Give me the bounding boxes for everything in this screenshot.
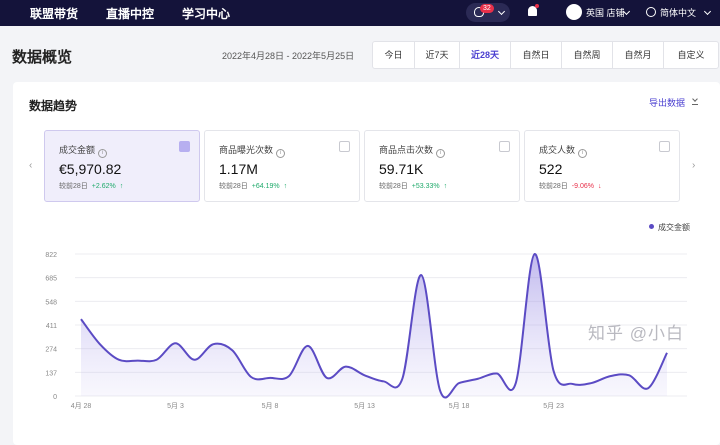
y-tick-label: 548 (45, 299, 57, 306)
download-icon[interactable] (692, 97, 698, 105)
y-axis: 0 137 274 411 548 685 822 (45, 252, 57, 401)
metric-checkbox[interactable] (659, 141, 670, 152)
y-tick-label: 137 (45, 370, 57, 377)
metric-change: +53.33% (411, 183, 440, 190)
metric-label: 商品曝光次数 i (219, 143, 286, 158)
tab-natural-month[interactable]: 自然月 (613, 42, 664, 68)
chevron-down-icon (497, 7, 506, 16)
metric-card-impressions[interactable]: 商品曝光次数 i 1.17M 较前28日 +64.19% ↑ (204, 130, 360, 202)
metric-compare: 较前28日 +64.19% ↑ (219, 183, 288, 190)
metric-value: €5,970.82 (59, 161, 122, 177)
arrow-up-icon: ↑ (119, 183, 124, 190)
x-tick-label: 5月 18 (449, 402, 470, 410)
globe-icon (646, 7, 656, 17)
tab-last-7-days[interactable]: 近7天 (415, 42, 460, 68)
x-tick-label: 4月 28 (71, 402, 92, 410)
series-line (80, 252, 668, 399)
top-nav: 联盟带货 直播中控 学习中心 32 英国 店铺 简体中文 (0, 0, 720, 26)
nav-item-learning-center[interactable]: 学习中心 (182, 6, 231, 21)
x-tick-label: 5月 13 (354, 402, 375, 410)
tab-last-28-days[interactable]: 近28天 (460, 42, 511, 68)
tab-natural-day[interactable]: 自然日 (511, 42, 562, 68)
metric-value: 522 (539, 161, 563, 177)
metric-change: -9.06% (571, 183, 594, 190)
info-icon[interactable]: i (276, 149, 286, 158)
range-tabs: 今日 近7天 近28天 自然日 自然周 自然月 自定义 (372, 41, 719, 69)
chart-legend[interactable]: 成交金额 (649, 222, 690, 233)
metric-cards: 成交金额 i €5,970.82 较前28日 +2.62% ↑ 商品曝光次数 i 1.1… (44, 130, 684, 202)
info-icon[interactable]: i (436, 149, 446, 158)
card-title: 数据趋势 (29, 99, 78, 113)
avatar[interactable] (566, 4, 582, 20)
notification-badge: 32 (480, 4, 494, 13)
arrow-up-icon: ↑ (443, 183, 448, 190)
chevron-left-icon[interactable]: ‹ (29, 160, 33, 171)
metric-value: 1.17M (219, 161, 258, 177)
legend-swatch (649, 224, 654, 229)
metric-compare: 较前28日 +53.33% ↑ (379, 183, 448, 190)
y-tick-label: 685 (45, 276, 57, 283)
metric-checkbox[interactable] (499, 141, 510, 152)
nav-item-affiliate[interactable]: 联盟带货 (30, 6, 79, 21)
x-tick-label: 5月 8 (262, 402, 279, 410)
x-tick-label: 5月 23 (543, 402, 564, 410)
bell-icon[interactable] (528, 6, 537, 16)
support-menu[interactable]: 32 (466, 3, 510, 22)
unread-dot (535, 4, 539, 8)
info-icon[interactable]: i (578, 149, 588, 158)
tab-natural-week[interactable]: 自然周 (562, 42, 613, 68)
y-tick-label: 274 (45, 347, 57, 354)
tab-today[interactable]: 今日 (373, 42, 415, 68)
arrow-down-icon: ↓ (597, 183, 602, 190)
metric-change: +64.19% (251, 183, 280, 190)
store-name[interactable]: 英国 店铺 (586, 8, 625, 18)
export-button[interactable]: 导出数据 (649, 98, 686, 108)
y-tick-label: 0 (53, 394, 57, 401)
trend-chart: 0 137 274 411 548 685 822 4月 28 5月 3 5月 8 5月 13 5月… (45, 252, 687, 410)
chevron-right-icon[interactable]: › (692, 160, 696, 171)
series-area (81, 253, 667, 398)
metric-label: 商品点击次数 i (379, 143, 446, 158)
metric-value: 59.71K (379, 161, 424, 177)
x-axis: 4月 28 5月 3 5月 8 5月 13 5月 18 5月 23 (71, 402, 564, 410)
metric-card-buyers[interactable]: 成交人数 i 522 较前28日 -9.06% ↓ (524, 130, 680, 202)
info-icon[interactable]: i (98, 149, 108, 158)
y-tick-label: 822 (45, 252, 57, 259)
metric-checkbox[interactable] (179, 141, 190, 152)
x-tick-label: 5月 3 (167, 402, 184, 410)
language-selector[interactable]: 简体中文 (660, 8, 697, 18)
metric-card-clicks[interactable]: 商品点击次数 i 59.71K 较前28日 +53.33% ↑ (364, 130, 520, 202)
metric-compare: 较前28日 +2.62% ↑ (59, 183, 124, 190)
metric-change: +2.62% (91, 183, 116, 190)
metric-compare: 较前28日 -9.06% ↓ (539, 183, 602, 190)
legend-label: 成交金额 (658, 223, 690, 232)
nav-item-live-console[interactable]: 直播中控 (106, 6, 155, 21)
watermark: 知乎 @小白 (588, 324, 684, 343)
metric-label: 成交金额 i (59, 143, 108, 158)
trend-card: 数据趋势 导出数据 ‹ › 成交金额 i €5,970.82 较前28日 +2.62… (13, 82, 720, 445)
y-tick-label: 411 (46, 323, 57, 330)
metric-label: 成交人数 i (539, 143, 588, 158)
chevron-down-icon[interactable] (703, 7, 712, 16)
metric-checkbox[interactable] (339, 141, 350, 152)
arrow-up-icon: ↑ (283, 183, 288, 190)
date-range: 2022年4月28日 - 2022年5月25日 (222, 51, 355, 61)
page-title: 数据概览 (12, 49, 73, 66)
tab-custom[interactable]: 自定义 (677, 50, 705, 60)
metric-card-gmv[interactable]: 成交金额 i €5,970.82 较前28日 +2.62% ↑ (44, 130, 200, 202)
